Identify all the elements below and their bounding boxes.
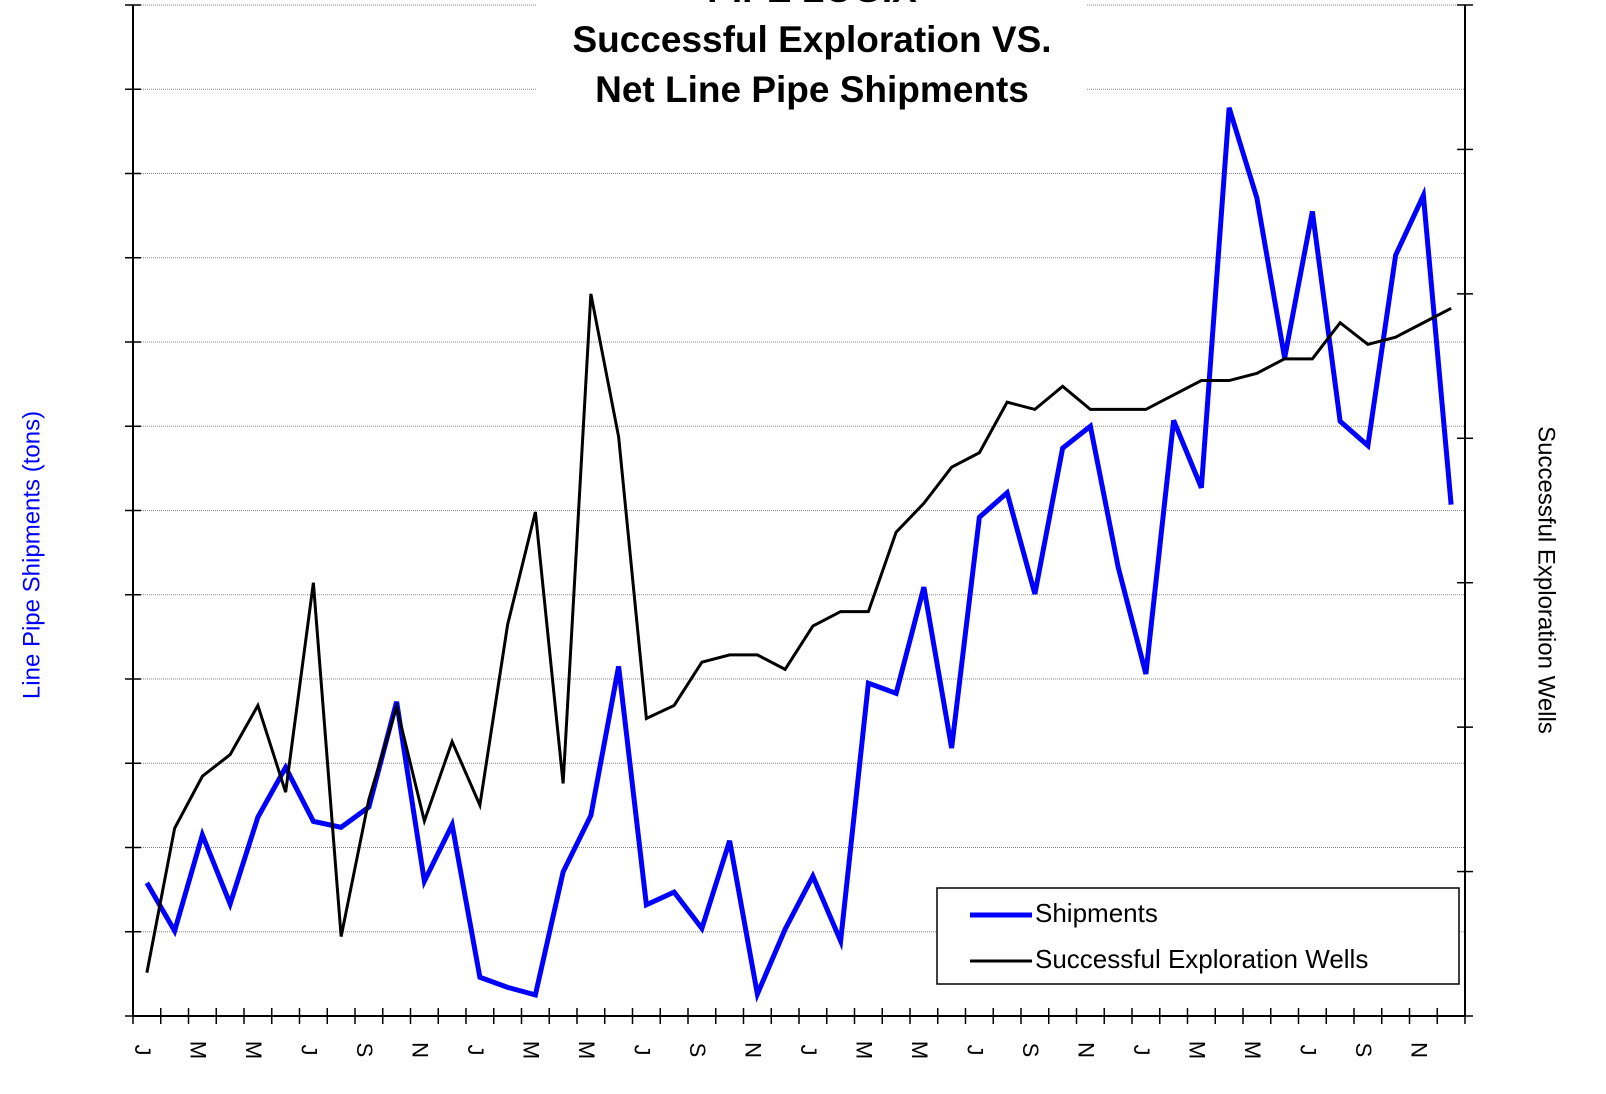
x-tick-label: J [463,1045,488,1056]
x-tick-label: J [630,1045,655,1056]
x-tick-label: J [963,1045,988,1056]
x-tick-label: M [1240,1041,1265,1059]
y-axis-label: Line Pipe Shipments (tons) [18,411,45,699]
chart-title: PIPE LOGIX [707,0,917,10]
title-box [537,0,1087,118]
x-tick-label: M [852,1041,877,1059]
x-tick-label: M [574,1041,599,1059]
x-tick-label: J [130,1045,155,1056]
x-tick-label: M [186,1041,211,1059]
x-tick-label: J [796,1045,821,1056]
x-tick-label: N [408,1042,433,1058]
x-tick-label: S [1018,1043,1043,1058]
x-tick-label: M [519,1041,544,1059]
x-tick-label: J [297,1045,322,1056]
legend-label: Shipments [1035,898,1158,928]
legend-box [936,887,1460,985]
x-tick-label: N [1407,1042,1432,1058]
x-tick-label: S [685,1043,710,1058]
series-line [144,107,1454,1003]
chart-title: Net Line Pipe Shipments [595,69,1029,110]
x-tick-label: N [741,1042,766,1058]
chart-title: Successful Exploration VS. [572,19,1051,60]
x-tick-label: N [1074,1042,1099,1058]
y2-axis-label: Successful Exploration Wells [1533,426,1560,734]
x-tick-label: M [1185,1041,1210,1059]
x-tick-label: S [352,1043,377,1058]
x-tick-label: M [907,1041,932,1059]
x-tick-label: S [1351,1043,1376,1058]
x-tick-label: J [1296,1045,1321,1056]
x-tick-label: J [1129,1045,1154,1056]
x-tick-label: M [241,1041,266,1059]
legend-label: Successful Exploration Wells [1035,944,1368,974]
series-line [145,293,1452,973]
